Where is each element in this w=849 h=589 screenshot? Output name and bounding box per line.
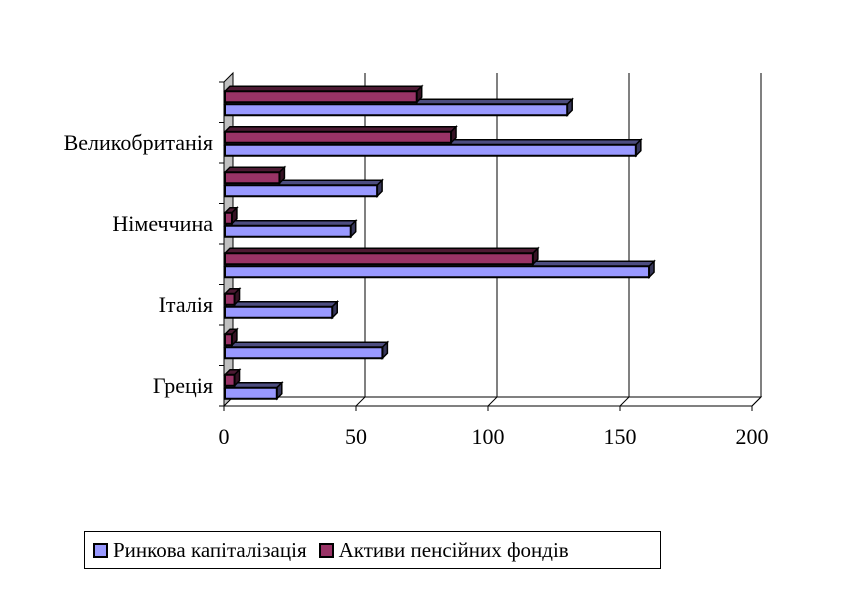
legend-item-series-0: Ринкова капіталізація: [93, 538, 307, 563]
gridline-floor: [487, 396, 498, 407]
bar-series-1-cat-2: [224, 292, 236, 306]
bar-series-0-cat-6: [224, 143, 637, 157]
x-tick-label: 200: [736, 424, 769, 449]
legend-label-series-0: Ринкова капіталізація: [113, 537, 307, 562]
legend-swatch-series-1: [318, 542, 334, 558]
gridline-floor: [619, 396, 630, 407]
bars: [223, 84, 656, 401]
axes: [219, 81, 753, 411]
gridlines: [355, 73, 762, 407]
y-tick-label: Греція: [153, 373, 213, 398]
bar-series-0-cat-0: [224, 386, 278, 400]
bar-series-0-cat-4: [224, 224, 352, 238]
legend: Ринкова капіталізація Активи пенсійних ф…: [84, 531, 661, 569]
x-tick-label: 50: [345, 424, 367, 449]
bar-series-0-cat-2: [224, 305, 334, 319]
bar-series-0-cat-3: [224, 265, 651, 279]
legend-swatch-series-0: [93, 542, 108, 558]
bar-series-0-cat-1: [224, 346, 384, 360]
y-tick-label: Великобританія: [64, 130, 213, 155]
legend-label-series-1: Активи пенсійних фондів: [338, 537, 569, 562]
bar-series-0-cat-7: [224, 103, 569, 117]
bar-series-1-cat-4: [224, 211, 233, 225]
gridline-floor: [355, 396, 366, 407]
bar-series-1-cat-1: [224, 333, 233, 347]
x-tick-label: 0: [219, 424, 230, 449]
x-tick-label: 100: [472, 424, 505, 449]
bar-series-1-cat-3: [224, 252, 534, 266]
bar-series-1-cat-6: [224, 130, 453, 144]
y-tick-label: Італія: [159, 292, 213, 317]
bar-series-1-cat-0: [224, 373, 236, 387]
bar-series-1-cat-5: [224, 171, 281, 185]
y-tick-label: Німеччина: [112, 211, 213, 236]
bar-series-1-cat-7: [224, 90, 418, 104]
gridline-floor: [751, 396, 762, 407]
bar-series-0-cat-5: [224, 184, 379, 198]
x-tick-label: 150: [604, 424, 637, 449]
legend-item-series-1: Активи пенсійних фондів: [318, 537, 569, 563]
labels: 0 50 100 150 200 Греція Італія Німеччина Великоб…: [64, 130, 769, 449]
